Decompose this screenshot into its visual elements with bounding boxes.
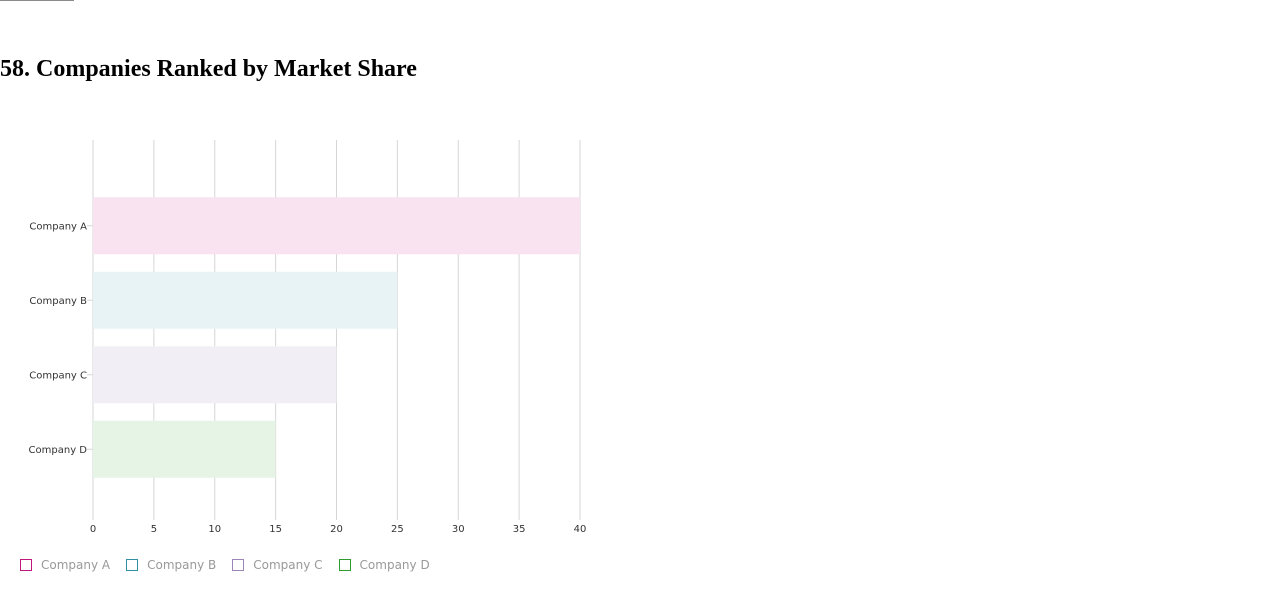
y-tick-label: Company A [29, 221, 87, 232]
bar-company-c [93, 346, 337, 404]
legend-item-company-b[interactable]: Company B [126, 558, 216, 572]
x-tick-label: 15 [269, 524, 282, 535]
legend-label: Company B [147, 558, 217, 572]
y-tick-label: Company D [29, 445, 88, 456]
x-tick-label: 35 [513, 524, 526, 535]
x-tick-label: 10 [208, 524, 221, 535]
legend-label: Company D [359, 558, 430, 572]
x-tick-label: 40 [574, 524, 587, 535]
x-tick-label: 20 [330, 524, 343, 535]
bar-company-d [93, 420, 276, 478]
page-title: 58. Companies Ranked by Market Share [0, 56, 417, 82]
legend-label: Company C [253, 558, 323, 572]
x-tick-label: 30 [452, 524, 465, 535]
bar-company-b [93, 271, 398, 329]
chart-legend: Company A Company B Company C Company D [20, 558, 446, 572]
x-tick-label: 5 [151, 524, 157, 535]
legend-item-company-d[interactable]: Company D [338, 558, 430, 572]
legend-item-company-c[interactable]: Company C [232, 558, 323, 572]
top-divider [0, 0, 74, 1]
bar-company-a [93, 197, 580, 255]
legend-swatch [232, 559, 245, 571]
y-tick-label: Company B [29, 296, 87, 307]
x-tick-label: 25 [391, 524, 404, 535]
legend-swatch [20, 559, 32, 571]
legend-swatch [126, 559, 139, 571]
bars [93, 197, 580, 478]
y-tick-label: Company C [29, 370, 87, 381]
legend-item-company-a[interactable]: Company A [20, 558, 110, 572]
legend-label: Company A [41, 558, 111, 572]
axes: 0 5 10 15 20 25 30 35 40 Company A Company B Compan… [29, 221, 587, 535]
legend-swatch [338, 559, 351, 571]
x-tick-label: 0 [90, 524, 96, 535]
